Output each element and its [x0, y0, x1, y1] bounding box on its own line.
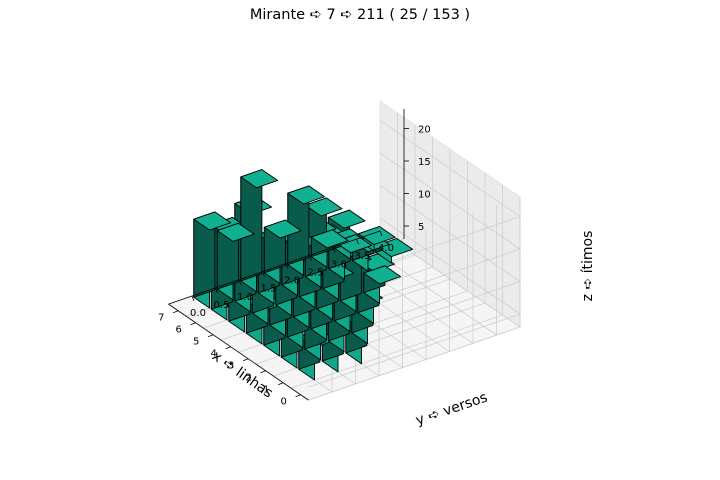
- z-tick-label: 15: [418, 157, 431, 168]
- x-tick-label: 1: [263, 385, 269, 396]
- x-axis-line: [168, 303, 309, 401]
- bar: [193, 211, 232, 309]
- z-tick-label: 20: [418, 125, 431, 136]
- y-tick-label: 2.0: [284, 276, 300, 287]
- y-tick-label: 4.0: [378, 243, 394, 254]
- grid-line-z: [308, 217, 521, 388]
- y-tick-label: 3.0: [331, 259, 347, 270]
- y-tick-label: 1.5: [261, 284, 277, 295]
- y-tick-mark: [191, 295, 195, 302]
- axis-lines: [168, 109, 405, 401]
- x-tick-label: 6: [175, 325, 181, 336]
- x-tick-label: 3: [228, 361, 234, 372]
- bar: [363, 265, 402, 304]
- x-tick-mark: [295, 394, 301, 398]
- x-tick-mark: [207, 334, 214, 338]
- y-tick-label: 2.5: [308, 267, 324, 278]
- y-tick-label: 0.0: [190, 308, 206, 319]
- x-tick-mark: [277, 382, 284, 386]
- y-tick-mark: [309, 255, 312, 261]
- x-tick-mark: [225, 346, 231, 350]
- x-tick-mark: [172, 310, 179, 314]
- bar-top-face: [304, 197, 343, 217]
- bar-top-face: [327, 209, 366, 229]
- z-tick-label: 5: [418, 222, 424, 233]
- x-tick-mark: [242, 358, 249, 362]
- grid-line-y: [356, 205, 497, 336]
- x-tick-mark: [190, 322, 196, 326]
- y-axis-label: y ➪ versos: [414, 389, 490, 428]
- y-tick-label: 3.5: [355, 251, 371, 262]
- y-tick-mark: [285, 263, 289, 269]
- y-axis-line: [168, 230, 381, 305]
- bar: [287, 185, 326, 276]
- y-tick-mark: [356, 238, 359, 245]
- y-tick-mark: [262, 271, 265, 277]
- bar-top-face: [263, 219, 302, 239]
- y-tick-mark: [238, 279, 242, 285]
- y-tick-mark: [215, 287, 218, 294]
- bars: [193, 169, 414, 381]
- z-tick-label: 10: [418, 190, 431, 201]
- y-tick-mark: [332, 247, 336, 253]
- y-tick-label: 1.0: [237, 292, 253, 303]
- x-tick-label: 7: [158, 313, 164, 324]
- bar-top-face: [363, 265, 402, 285]
- x-tick-mark: [260, 370, 266, 374]
- y-tick-mark: [379, 230, 383, 237]
- bar-top-face: [193, 211, 232, 231]
- x-tick-label: 2: [245, 373, 251, 384]
- x-tick-label: 4: [210, 349, 216, 360]
- grid-line-z: [308, 185, 521, 355]
- bar-top-face: [240, 169, 279, 189]
- x-tick-label: 5: [193, 337, 199, 348]
- grid-line-y: [379, 197, 521, 328]
- bar-top-face: [357, 226, 396, 246]
- bar: [310, 229, 349, 268]
- bar: [216, 222, 255, 301]
- bar-top-face: [287, 185, 326, 205]
- bar-top-face: [310, 229, 349, 249]
- y-tick-label: 0.5: [214, 300, 230, 311]
- x-tick-label: 0: [280, 397, 286, 408]
- chart-title: Mirante ➪ 7 ➪ 211 ( 25 / 153 ): [249, 7, 471, 23]
- bar-top-face: [216, 222, 255, 242]
- z-axis-label: z ➪ ítimos: [580, 231, 596, 302]
- bar: [263, 219, 302, 285]
